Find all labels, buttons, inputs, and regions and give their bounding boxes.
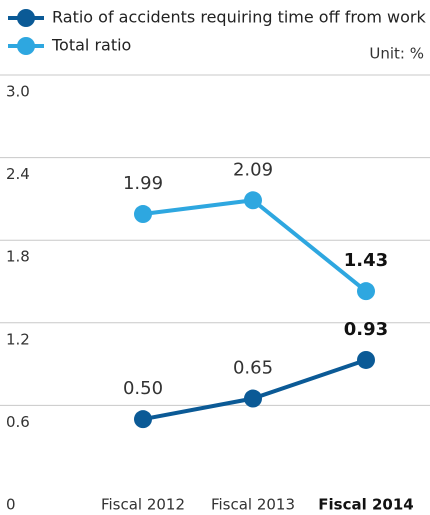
x-tick-label: Fiscal 2013 — [211, 496, 295, 514]
y-tick-label: 0 — [6, 496, 16, 514]
y-tick-label: 2.4 — [6, 165, 30, 183]
legend-marker — [17, 9, 35, 27]
y-tick-label: 3.0 — [6, 83, 30, 101]
data-label: 0.93 — [344, 319, 388, 340]
y-tick-label: 0.6 — [6, 413, 30, 431]
legend-label: Ratio of accidents requiring time off fr… — [52, 8, 426, 27]
series-line — [142, 198, 368, 293]
data-label: 1.99 — [123, 173, 163, 194]
y-tick-label: 1.8 — [6, 248, 30, 266]
data-point — [357, 282, 375, 301]
x-tick-label: Fiscal 2014 — [318, 496, 413, 514]
data-point — [134, 410, 152, 429]
data-point — [244, 389, 262, 408]
data-point — [244, 191, 262, 210]
data-point — [134, 205, 152, 224]
data-point — [357, 350, 375, 369]
y-tick-label: 1.2 — [6, 330, 30, 348]
x-tick-label: Fiscal 2012 — [101, 496, 185, 514]
legend-label: Total ratio — [51, 36, 131, 55]
data-label: 2.09 — [233, 159, 273, 180]
legend-marker — [17, 37, 35, 55]
unit-label: Unit: % — [369, 45, 424, 63]
data-label: 0.65 — [233, 358, 273, 379]
data-label: 1.43 — [344, 250, 388, 271]
data-label: 0.50 — [123, 378, 163, 399]
